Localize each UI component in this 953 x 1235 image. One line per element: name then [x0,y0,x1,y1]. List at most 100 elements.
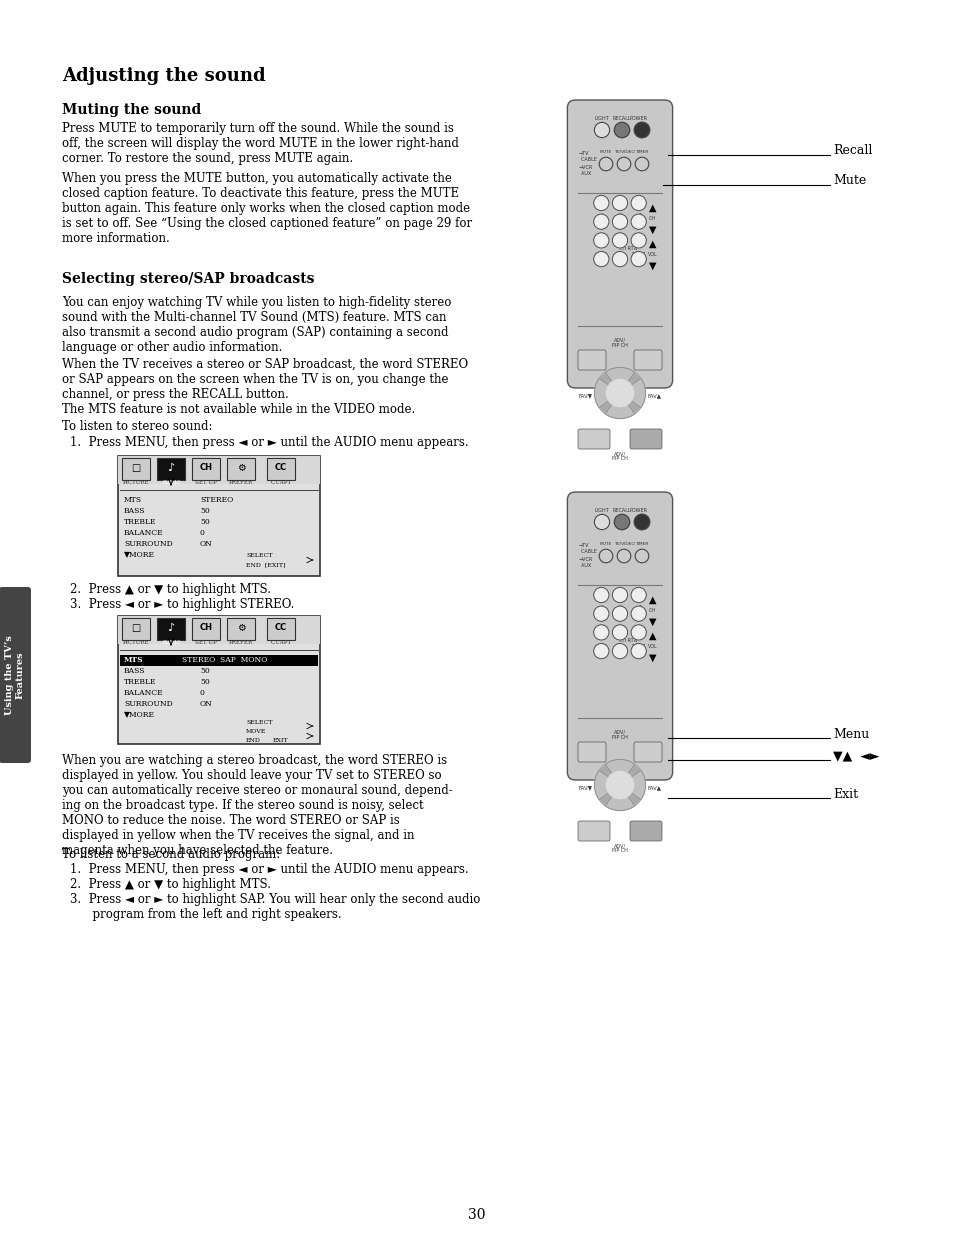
Text: 0: 0 [200,529,205,537]
Circle shape [630,588,646,603]
Text: When the TV receives a stereo or SAP broadcast, the word STEREO
or SAP appears o: When the TV receives a stereo or SAP bro… [62,358,468,401]
Circle shape [617,157,630,170]
Text: TREBLE: TREBLE [124,517,156,526]
Text: ADV/: ADV/ [614,844,625,848]
Text: PIP CH: PIP CH [612,456,627,461]
Circle shape [593,606,608,621]
Bar [157,458,185,480]
Text: □: □ [132,463,140,473]
Text: ▼: ▼ [616,409,622,417]
Text: SURROUND: SURROUND [124,540,172,548]
Wedge shape [605,785,634,810]
Text: POWER: POWER [629,116,647,121]
Text: TREBLE: TREBLE [124,678,156,685]
Text: ▲: ▲ [648,238,656,248]
Circle shape [594,122,609,137]
Text: Muting the sound: Muting the sound [62,103,201,117]
Bar [122,458,150,480]
Text: SURROUND: SURROUND [124,700,172,708]
Text: 2.  Press ▲ or ▼ to highlight MTS.: 2. Press ▲ or ▼ to highlight MTS. [70,583,271,597]
Text: ADV/: ADV/ [614,451,625,456]
Text: 2.  Press ▲ or ▼ to highlight MTS.: 2. Press ▲ or ▼ to highlight MTS. [70,878,271,890]
FancyBboxPatch shape [578,350,605,370]
Text: →VCR
  AUX: →VCR AUX [578,165,592,175]
Text: STEREO: STEREO [200,496,233,504]
FancyBboxPatch shape [578,429,609,450]
Text: Exit: Exit [832,788,858,800]
Text: ▼MORE: ▼MORE [124,711,154,719]
Text: STROBE: STROBE [639,750,656,755]
Circle shape [593,214,608,230]
Circle shape [614,514,629,530]
Bar [227,618,254,640]
Bar [118,616,319,743]
Text: CH: CH [199,463,213,473]
Circle shape [612,588,627,603]
Text: RECALL: RECALL [612,508,631,513]
Text: FAVORITE: FAVORITE [581,358,601,362]
Circle shape [634,122,649,137]
Text: SELECT: SELECT [246,553,273,558]
Text: 4: 4 [598,605,603,614]
Text: CC: CC [274,463,287,473]
Text: BASS: BASS [124,508,146,515]
Text: Press MUTE to temporarily turn off the sound. While the sound is
off, the screen: Press MUTE to temporarily turn off the s… [62,122,458,165]
Text: PREVIEW: PREVIEW [584,829,602,832]
Text: ▲: ▲ [648,203,656,212]
Text: ▼: ▼ [648,618,656,627]
Text: BALANCE: BALANCE [124,529,164,537]
Wedge shape [605,393,634,419]
Circle shape [630,606,646,621]
Text: 9: 9 [636,232,640,241]
Text: ►: ► [636,389,642,398]
Text: MUTE: MUTE [599,149,612,154]
Text: TV/VIDEO: TV/VIDEO [613,149,634,154]
Text: ▼: ▼ [648,652,656,662]
Circle shape [612,195,627,211]
Bar [118,456,319,576]
Text: MENU/
ENTER: MENU/ ENTER [609,779,630,790]
Text: 1: 1 [598,194,603,204]
Text: EXIT: EXIT [639,829,651,834]
Text: PREVIEW: PREVIEW [584,437,602,441]
Text: FAVORITE: FAVORITE [581,750,601,755]
Text: ▼MORE: ▼MORE [124,551,154,559]
Text: C.CAPT: C.CAPT [270,480,292,485]
Circle shape [593,232,608,248]
Text: 5: 5 [617,214,622,222]
Text: Using the TV’s
Features: Using the TV’s Features [6,635,25,715]
Circle shape [630,643,646,658]
Text: SET UP: SET UP [195,640,216,645]
Text: 0: 0 [618,252,621,258]
Text: END  [EXIT]: END [EXIT] [246,562,285,567]
Text: PREFER: PREFER [229,640,253,645]
Text: ENT: ENT [631,645,645,650]
FancyBboxPatch shape [0,587,30,763]
Circle shape [598,157,612,170]
Circle shape [612,252,627,267]
Bar [120,655,317,666]
Text: EXIT: EXIT [273,739,289,743]
Text: TV/VIDEO: TV/VIDEO [613,542,634,546]
Text: SET UP: SET UP [195,480,216,485]
Circle shape [594,760,645,810]
Circle shape [593,588,608,603]
Text: Selecting stereo/SAP broadcasts: Selecting stereo/SAP broadcasts [62,272,314,287]
Circle shape [612,643,627,658]
Text: MOVE: MOVE [246,729,266,734]
Circle shape [612,606,627,621]
Text: CH: CH [648,609,656,614]
Text: STROBE: STROBE [639,358,656,362]
Text: ◄: ◄ [597,389,602,398]
Text: 6: 6 [636,214,640,222]
Text: PIP CH: PIP CH [612,848,627,853]
Text: Mute: Mute [832,174,865,188]
Text: PIP CH: PIP CH [612,735,627,740]
Text: ▼: ▼ [648,261,656,270]
Text: 50: 50 [200,517,210,526]
Text: 0: 0 [200,689,205,697]
Text: TIMER: TIMER [635,542,648,546]
Text: ⚙: ⚙ [236,463,245,473]
FancyBboxPatch shape [567,492,672,781]
Text: FAV▲: FAV▲ [647,785,661,790]
